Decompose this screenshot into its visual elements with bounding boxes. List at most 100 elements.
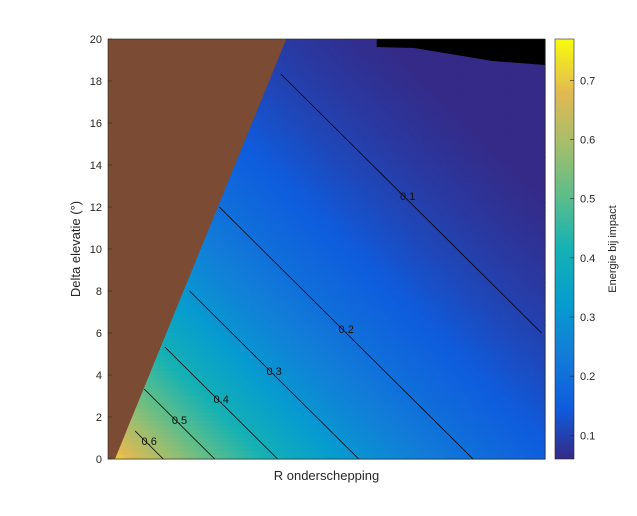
heatmap-cell [297, 118, 302, 124]
heatmap-cell [486, 89, 491, 95]
heatmap-cell [344, 160, 349, 166]
heatmap-cell [395, 114, 400, 120]
heatmap-cell [377, 127, 382, 132]
heatmap-cell [392, 169, 397, 174]
heatmap-cell [264, 152, 269, 158]
heatmap-cell [370, 93, 375, 99]
heatmap-cell [432, 169, 437, 174]
heatmap-cell [326, 93, 331, 99]
heatmap-cell [453, 76, 459, 82]
heatmap-cell [446, 118, 451, 124]
heatmap-cell [406, 81, 411, 86]
heatmap-cell [530, 106, 535, 111]
heatmap-cell [257, 194, 262, 200]
heatmap-cell [421, 64, 426, 69]
heatmap-cell [424, 190, 430, 195]
heatmap-cell [486, 60, 491, 65]
heatmap-cell [337, 123, 342, 128]
heatmap-cell [319, 156, 324, 162]
heatmap-cell [410, 177, 415, 183]
heatmap-cell [475, 156, 481, 162]
heatmap-cell [330, 211, 335, 216]
heatmap-cell [421, 190, 426, 195]
heatmap-cell [534, 81, 539, 86]
heatmap-cell [264, 118, 269, 124]
heatmap-cell [381, 181, 386, 187]
heatmap-cell [337, 81, 342, 86]
heatmap-cell [362, 72, 368, 78]
heatmap-cell [333, 72, 339, 78]
heatmap-cell [446, 207, 451, 212]
heatmap-cell [373, 160, 379, 166]
heatmap-cell [359, 148, 364, 153]
heatmap-cell [348, 110, 353, 116]
heatmap-cell [537, 160, 542, 166]
heatmap-cell [330, 156, 335, 162]
heatmap-cell [268, 186, 273, 191]
heatmap-cell [351, 177, 357, 183]
heatmap-cell [450, 160, 455, 166]
heatmap-cell [486, 81, 491, 86]
heatmap-cell [388, 173, 393, 179]
heatmap-cell [395, 51, 400, 57]
heatmap-cell [250, 207, 255, 212]
heatmap-cell [337, 64, 342, 69]
heatmap-cell [355, 43, 360, 48]
heatmap-cell [432, 152, 437, 158]
heatmap-cell [381, 118, 386, 124]
heatmap-cell [424, 85, 430, 90]
heatmap-cell [432, 123, 437, 128]
heatmap-cell [519, 127, 524, 132]
heatmap-cell [494, 93, 499, 99]
heatmap-cell [282, 194, 288, 200]
heatmap-cell [435, 152, 440, 158]
heatmap-cell [421, 110, 426, 116]
heatmap-cell [402, 51, 408, 57]
heatmap-cell [461, 190, 466, 195]
heatmap-cell [282, 64, 288, 69]
heatmap-cell [461, 207, 466, 212]
heatmap-cell [330, 194, 335, 200]
heatmap-cell [257, 169, 262, 174]
heatmap-cell [479, 131, 484, 137]
heatmap-cell [457, 127, 462, 132]
heatmap-cell [297, 64, 302, 69]
heatmap-cell [512, 85, 517, 90]
heatmap-cell [231, 186, 237, 191]
heatmap-cell [242, 202, 247, 208]
heatmap-cell [333, 144, 339, 149]
heatmap-cell [410, 85, 415, 90]
heatmap-cell [322, 211, 328, 216]
heatmap-cell [326, 198, 331, 204]
heatmap-cell [526, 135, 532, 141]
heatmap-cell [250, 165, 255, 170]
heatmap-cell [421, 76, 426, 82]
heatmap-cell [504, 106, 510, 111]
heatmap-cell [490, 198, 495, 204]
heatmap-cell [322, 47, 328, 53]
heatmap-cell [381, 60, 386, 65]
heatmap-cell [402, 156, 408, 162]
heatmap-cell [341, 114, 346, 120]
heatmap-cell [330, 181, 335, 187]
heatmap-cell [311, 85, 317, 90]
heatmap-cell [439, 114, 444, 120]
heatmap-cell [428, 160, 433, 166]
heatmap-cell [483, 68, 488, 74]
heatmap-cell [504, 127, 510, 132]
heatmap-cell [490, 165, 495, 170]
heatmap-cell [282, 135, 288, 141]
heatmap-cell [377, 190, 382, 195]
heatmap-cell [417, 144, 422, 149]
heatmap-cell [457, 190, 462, 195]
heatmap-cell [220, 207, 226, 212]
heatmap-cell [392, 194, 397, 200]
heatmap-cell [297, 39, 302, 44]
heatmap-cell [446, 68, 451, 74]
heatmap-cell [439, 127, 444, 132]
heatmap-cell [246, 198, 251, 204]
heatmap-cell [446, 202, 451, 208]
heatmap-cell [268, 152, 273, 158]
heatmap-cell [344, 135, 349, 141]
heatmap-cell [395, 148, 400, 153]
